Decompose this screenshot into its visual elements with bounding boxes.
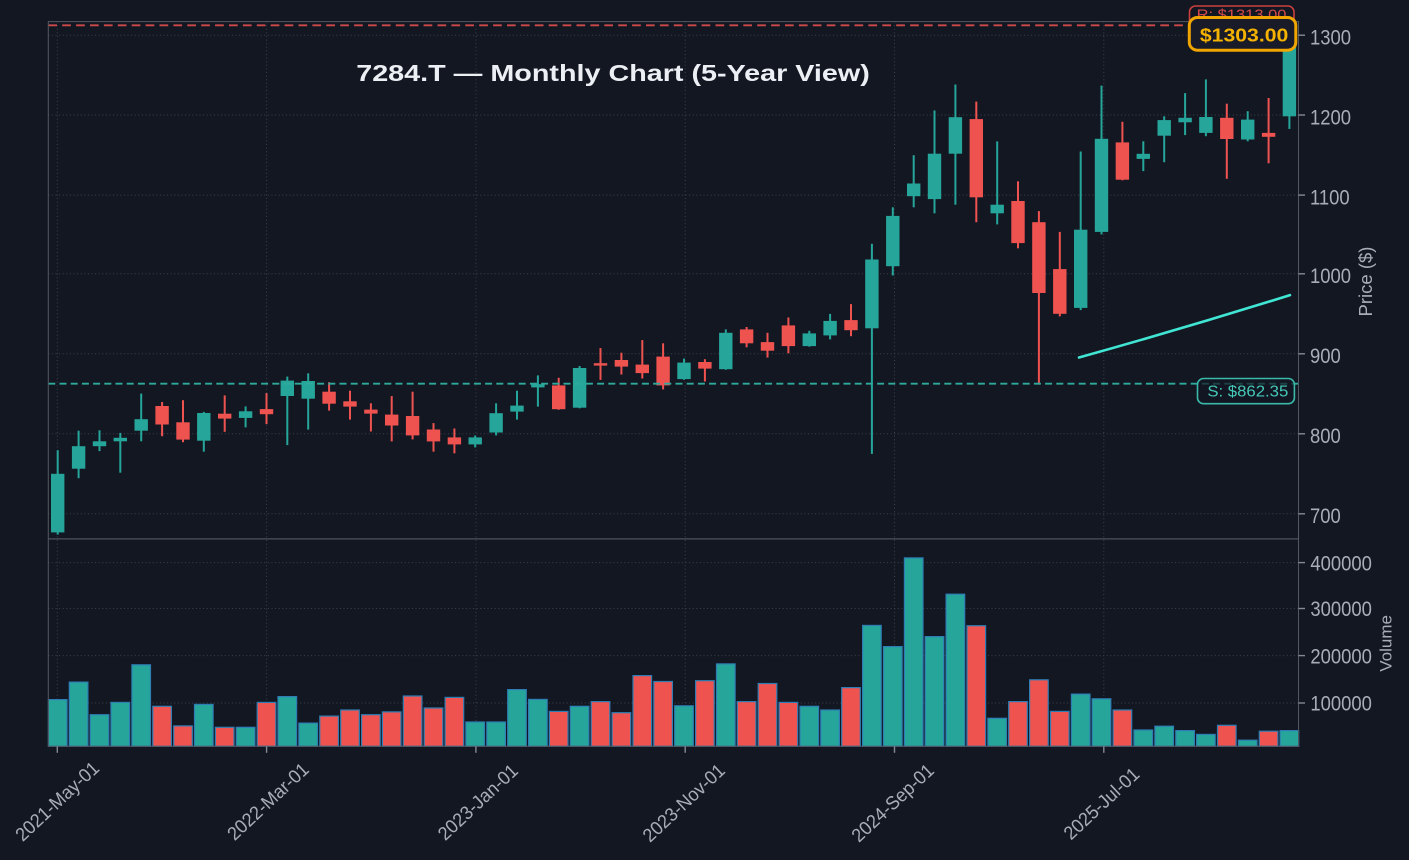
svg-text:Volume: Volume bbox=[1377, 615, 1396, 672]
svg-text:1200: 1200 bbox=[1310, 106, 1351, 130]
svg-text:400000: 400000 bbox=[1310, 552, 1372, 576]
svg-text:1000: 1000 bbox=[1310, 265, 1351, 289]
svg-text:700: 700 bbox=[1310, 505, 1341, 529]
svg-text:S: $862.35: S: $862.35 bbox=[1207, 383, 1288, 400]
svg-text:$1303.00: $1303.00 bbox=[1200, 26, 1288, 47]
svg-text:900: 900 bbox=[1310, 345, 1341, 369]
svg-text:Price ($): Price ($) bbox=[1355, 247, 1376, 317]
svg-text:800: 800 bbox=[1310, 425, 1341, 449]
svg-text:7284.T — Monthly Chart (5-Year: 7284.T — Monthly Chart (5-Year View) bbox=[356, 60, 870, 87]
svg-text:300000: 300000 bbox=[1310, 598, 1372, 622]
svg-text:100000: 100000 bbox=[1310, 692, 1372, 716]
svg-text:1300: 1300 bbox=[1310, 26, 1351, 50]
svg-text:1100: 1100 bbox=[1310, 186, 1350, 210]
svg-text:200000: 200000 bbox=[1310, 645, 1372, 669]
